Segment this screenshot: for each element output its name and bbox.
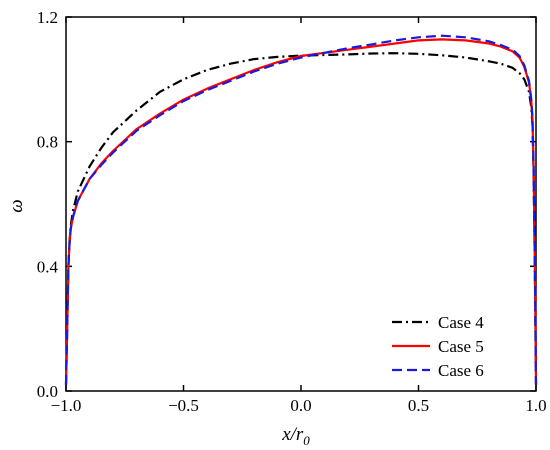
legend: Case 4 Case 5 Case 6 — [392, 313, 484, 380]
y-axis-label: ω — [6, 199, 27, 212]
x-axis-label-main: x/r — [281, 424, 304, 445]
series-line-case-5 — [64, 38, 538, 385]
y-tick-label: 1.2 — [37, 8, 58, 27]
legend-label: Case 4 — [438, 313, 484, 332]
legend-label: Case 6 — [438, 361, 484, 380]
series-line-case-4 — [64, 52, 538, 385]
series-lines — [64, 34, 538, 385]
x-axis-label: x/r0 — [281, 424, 310, 448]
plot-frame — [65, 16, 537, 392]
legend-label: Case 5 — [438, 337, 484, 356]
x-tick-label: −1.0 — [51, 396, 82, 415]
series-line-case-6 — [64, 34, 538, 385]
x-axis-label-sub: 0 — [303, 433, 310, 448]
y-tick-label: 0.0 — [37, 382, 58, 401]
x-tick-label: 0.0 — [290, 396, 311, 415]
axis-ticks: −1.0 −0.5 0.0 0.5 1.0 0.0 0.4 0.8 1.2 — [37, 8, 547, 415]
x-tick-label: 0.5 — [408, 396, 429, 415]
x-tick-label: −0.5 — [168, 396, 199, 415]
x-tick-label: 1.0 — [525, 396, 546, 415]
y-tick-label: 0.4 — [37, 257, 59, 276]
y-tick-label: 0.8 — [37, 133, 58, 152]
